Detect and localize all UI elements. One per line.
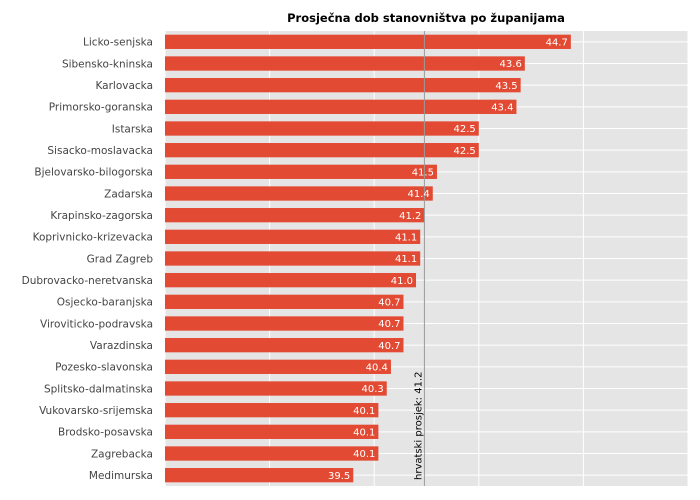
y-tick-label: Koprivnicko-krizevacka (33, 232, 153, 244)
y-tick-label: Karlovacka (95, 80, 153, 92)
bar (165, 121, 479, 136)
y-tick-label: Krapinsko-zagorska (50, 210, 153, 222)
y-tick-label: Sibensko-kninska (62, 58, 153, 70)
y-tick-label: Brodsko-posavska (58, 427, 153, 439)
y-tick-label: Zadarska (104, 188, 153, 200)
bar (165, 78, 521, 93)
data-label: 41.1 (395, 232, 417, 243)
data-label: 40.7 (378, 297, 400, 308)
data-label: 43.4 (491, 102, 513, 113)
bar (165, 294, 404, 309)
data-label: 44.7 (546, 37, 568, 48)
data-label: 41.4 (408, 189, 430, 200)
bar (165, 56, 525, 71)
y-tick-label: Splitsko-dalmatinska (44, 383, 153, 395)
y-tick-label: Licko-senjska (83, 37, 153, 49)
reference-line-group: hrvatski prosjek: 41.2 (413, 31, 425, 486)
bar (165, 143, 479, 158)
data-label: 40.1 (353, 449, 375, 460)
chart-title: Prosječna dob stanovništva po županijama (287, 11, 565, 25)
data-label: 40.7 (378, 319, 400, 330)
data-label: 41.2 (399, 211, 421, 222)
y-tick-label: Istarska (112, 123, 153, 135)
y-tick-label: Primorsko-goranska (49, 102, 153, 114)
data-label: 40.7 (378, 341, 400, 352)
y-tick-label: Vukovarsko-srijemska (39, 405, 153, 417)
data-label: 42.5 (454, 146, 476, 157)
bar (165, 186, 433, 201)
data-label: 41.0 (391, 276, 413, 287)
data-label: 41.1 (395, 254, 417, 265)
y-tick-label: Dubrovacko-neretvanska (22, 275, 153, 287)
y-tick-label: Osjecko-baranjska (57, 297, 153, 309)
data-label: 42.5 (454, 124, 476, 135)
y-tick-label: Bjelovarsko-bilogorska (34, 167, 153, 179)
data-label: 43.6 (500, 59, 522, 70)
y-tick-label: Sisacko-moslavacka (47, 145, 153, 157)
bar (165, 164, 437, 179)
bar (165, 381, 387, 396)
y-tick-label: Viroviticko-podravska (40, 318, 153, 330)
data-labels: 44.7 43.6 43.5 43.4 42.5 42.5 41.5 41.4 41.2 41.1… (328, 37, 568, 481)
y-tick-labels: Licko-senjska Sibensko-kninska Karlovacka P… (22, 37, 154, 482)
bar (165, 403, 379, 418)
bar (165, 99, 517, 114)
data-label: 39.5 (328, 471, 350, 482)
data-label: 40.4 (366, 362, 388, 373)
data-label: 40.3 (361, 384, 383, 395)
y-tick-label: Pozesko-slavonska (55, 362, 153, 374)
bar (165, 446, 379, 461)
reference-line-label: hrvatski prosjek: 41.2 (413, 372, 424, 480)
bar (165, 468, 354, 483)
bar (165, 208, 425, 223)
bar (165, 34, 571, 49)
bar (165, 273, 417, 288)
y-tick-label: Varazdinska (90, 340, 153, 352)
data-label: 41.5 (412, 167, 434, 178)
bar (165, 316, 404, 331)
data-label: 43.5 (495, 81, 517, 92)
y-tick-label: Grad Zagreb (87, 253, 154, 265)
y-tick-label: Zagrebacka (91, 448, 153, 460)
bar (165, 424, 379, 439)
data-label: 40.1 (353, 427, 375, 438)
bars (165, 34, 571, 483)
bar (165, 359, 391, 374)
bar (165, 338, 404, 353)
bar (165, 251, 421, 266)
y-tick-label: Medimurska (89, 470, 153, 482)
data-label: 40.1 (353, 406, 375, 417)
bar (165, 229, 421, 244)
